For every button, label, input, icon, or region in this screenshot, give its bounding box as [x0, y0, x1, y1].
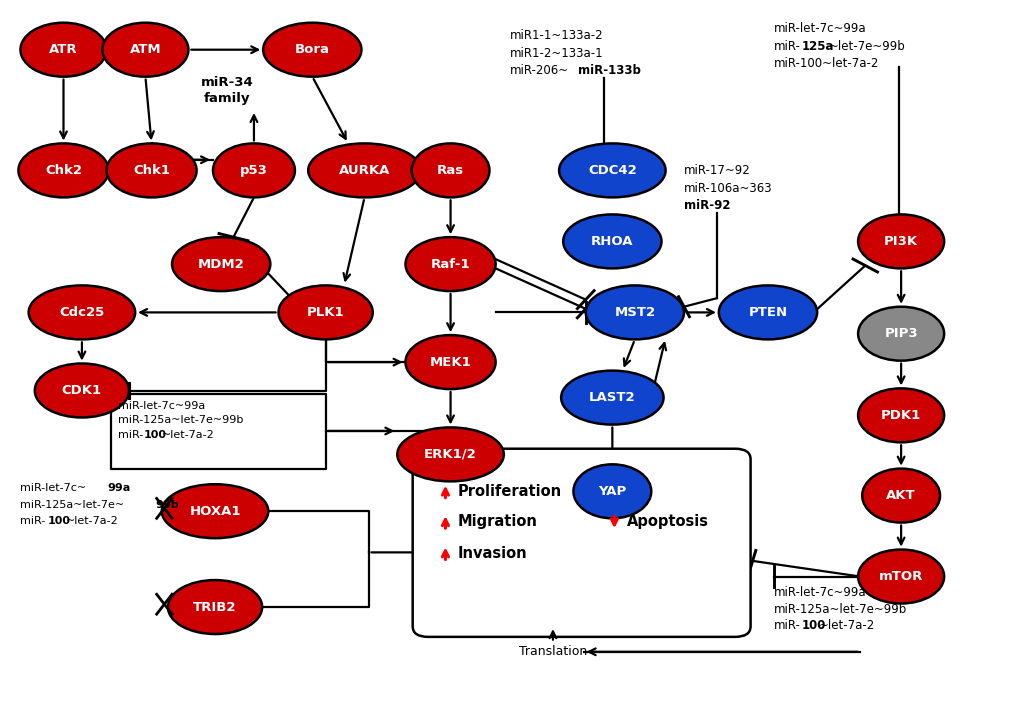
- Ellipse shape: [573, 464, 651, 518]
- Ellipse shape: [406, 237, 496, 291]
- Text: miR-let-7c~99a: miR-let-7c~99a: [774, 22, 866, 35]
- Text: miR1-2~133a-1: miR1-2~133a-1: [510, 47, 603, 60]
- Text: Chk2: Chk2: [45, 164, 82, 177]
- Ellipse shape: [862, 469, 940, 523]
- Text: PLK1: PLK1: [307, 306, 344, 319]
- Text: ATR: ATR: [49, 43, 78, 56]
- Ellipse shape: [102, 23, 188, 77]
- Text: 99a: 99a: [108, 484, 131, 493]
- Text: Raf-1: Raf-1: [431, 258, 470, 271]
- Text: miR1-1~133a-2: miR1-1~133a-2: [510, 29, 603, 42]
- Text: Proliferation: Proliferation: [458, 484, 562, 499]
- Text: Apoptosis: Apoptosis: [627, 514, 709, 530]
- Text: ~let-7a-2: ~let-7a-2: [162, 430, 215, 439]
- Ellipse shape: [719, 285, 817, 339]
- Text: AURKA: AURKA: [339, 164, 390, 177]
- Ellipse shape: [412, 143, 489, 197]
- Ellipse shape: [397, 427, 504, 481]
- Text: miR-206~: miR-206~: [510, 65, 569, 77]
- Ellipse shape: [35, 364, 129, 417]
- Text: HOXA1: HOXA1: [189, 505, 241, 518]
- Text: mTOR: mTOR: [879, 570, 924, 583]
- Text: Bora: Bora: [295, 43, 330, 56]
- Text: TRIB2: TRIB2: [194, 601, 237, 613]
- Ellipse shape: [168, 580, 262, 634]
- Text: Ras: Ras: [437, 164, 464, 177]
- Ellipse shape: [586, 285, 684, 339]
- Text: PDK1: PDK1: [881, 409, 922, 422]
- Text: Migration: Migration: [458, 514, 538, 530]
- Text: 100: 100: [48, 516, 71, 526]
- Text: miR-17~92: miR-17~92: [684, 164, 751, 177]
- Text: miR-125a~let-7e~99b: miR-125a~let-7e~99b: [118, 415, 243, 425]
- Ellipse shape: [213, 143, 295, 197]
- Text: PTEN: PTEN: [749, 306, 787, 319]
- Text: miR-: miR-: [774, 40, 801, 53]
- Text: ~let-7a-2: ~let-7a-2: [66, 516, 119, 526]
- Text: CDC42: CDC42: [588, 164, 637, 177]
- Ellipse shape: [406, 335, 496, 389]
- Ellipse shape: [858, 388, 944, 442]
- Ellipse shape: [18, 143, 109, 197]
- Text: MEK1: MEK1: [430, 356, 471, 368]
- Text: miR-34
family: miR-34 family: [201, 77, 254, 105]
- Text: LAST2: LAST2: [589, 391, 636, 404]
- Text: miR-let-7c~99a: miR-let-7c~99a: [774, 586, 866, 599]
- Ellipse shape: [308, 143, 421, 197]
- Text: 100: 100: [143, 430, 166, 439]
- Ellipse shape: [106, 143, 197, 197]
- Ellipse shape: [279, 285, 373, 339]
- Ellipse shape: [858, 307, 944, 361]
- Text: Translation: Translation: [519, 645, 587, 658]
- Text: miR-125a~let-7e~99b: miR-125a~let-7e~99b: [774, 603, 907, 616]
- Ellipse shape: [563, 214, 662, 268]
- Text: miR-let-7c~: miR-let-7c~: [20, 484, 87, 493]
- Text: RHOA: RHOA: [591, 235, 634, 248]
- Text: Chk1: Chk1: [133, 164, 170, 177]
- Text: YAP: YAP: [598, 485, 627, 498]
- Ellipse shape: [858, 214, 944, 268]
- Text: miR-133b: miR-133b: [578, 65, 640, 77]
- Text: ATM: ATM: [130, 43, 161, 56]
- Text: p53: p53: [240, 164, 268, 177]
- Text: 99b: 99b: [156, 500, 179, 510]
- Text: miR-125a~let-7e~: miR-125a~let-7e~: [20, 500, 125, 510]
- Text: PIP3: PIP3: [885, 327, 918, 340]
- Text: ~let-7a-2: ~let-7a-2: [819, 619, 876, 632]
- Ellipse shape: [162, 484, 268, 538]
- Text: Cdc25: Cdc25: [59, 306, 104, 319]
- Text: miR-100~let-7a-2: miR-100~let-7a-2: [774, 58, 880, 70]
- Ellipse shape: [29, 285, 135, 339]
- Ellipse shape: [263, 23, 361, 77]
- Text: Invasion: Invasion: [458, 545, 527, 561]
- Text: miR-106a~363: miR-106a~363: [684, 182, 773, 195]
- Ellipse shape: [172, 237, 270, 291]
- Text: ~let-7e~99b: ~let-7e~99b: [828, 40, 905, 53]
- Ellipse shape: [559, 143, 666, 197]
- Text: MDM2: MDM2: [198, 258, 245, 271]
- Text: AKT: AKT: [887, 489, 915, 502]
- Text: miR-: miR-: [774, 619, 801, 632]
- Ellipse shape: [561, 371, 664, 425]
- Text: 100: 100: [802, 619, 826, 632]
- Text: miR-: miR-: [118, 430, 143, 439]
- Text: miR-let-7c~99a: miR-let-7c~99a: [118, 401, 205, 411]
- Text: ERK1/2: ERK1/2: [424, 448, 477, 461]
- Text: miR-: miR-: [20, 516, 46, 526]
- Text: 125a: 125a: [802, 40, 835, 53]
- Ellipse shape: [858, 550, 944, 603]
- Text: PI3K: PI3K: [884, 235, 919, 248]
- Text: miR-92: miR-92: [684, 200, 730, 212]
- FancyBboxPatch shape: [413, 449, 751, 637]
- Text: CDK1: CDK1: [61, 384, 102, 397]
- Text: MST2: MST2: [614, 306, 655, 319]
- Ellipse shape: [20, 23, 106, 77]
